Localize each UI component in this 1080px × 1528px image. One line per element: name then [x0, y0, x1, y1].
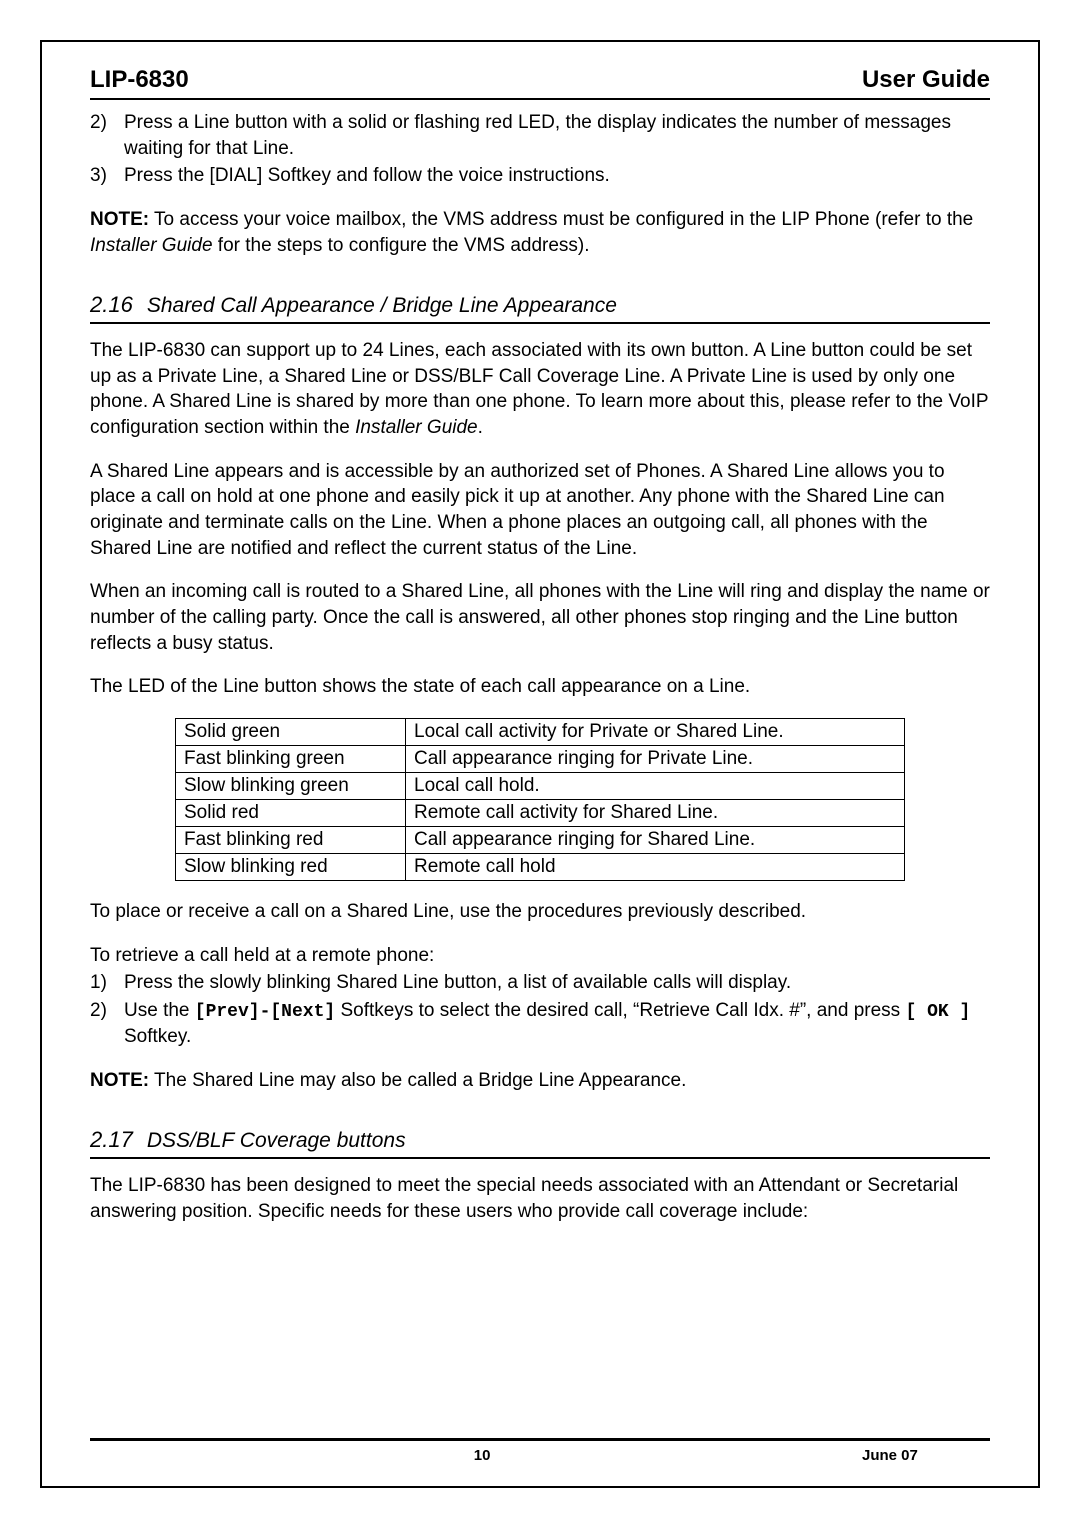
- table-row: Solid green Local call activity for Priv…: [176, 718, 905, 745]
- table-cell: Local call activity for Private or Share…: [406, 718, 905, 745]
- table-cell: Fast blinking green: [176, 745, 406, 772]
- section-number: 2.17: [90, 1127, 133, 1153]
- footer-date: June 07: [862, 1447, 982, 1464]
- section-216-p2: A Shared Line appears and is accessible …: [90, 459, 990, 562]
- list-item: 1) Press the slowly blinking Shared Line…: [90, 970, 990, 996]
- section-title: Shared Call Appearance / Bridge Line App…: [147, 294, 617, 318]
- footer-page-number: 10: [102, 1447, 862, 1464]
- note2-paragraph: NOTE: The Shared Line may also be called…: [90, 1068, 990, 1094]
- list-item: 3) Press the [DIAL] Softkey and follow t…: [90, 163, 990, 189]
- li2-mono1: [Prev]-[Next]: [195, 1002, 335, 1022]
- table-cell: Solid red: [176, 799, 406, 826]
- table-cell: Call appearance ringing for Private Line…: [406, 745, 905, 772]
- table-cell: Local call hold.: [406, 772, 905, 799]
- p1-before: The LIP-6830 can support up to 24 Lines,…: [90, 340, 988, 438]
- document-header: LIP-6830 User Guide: [90, 66, 990, 100]
- p1-after: .: [478, 417, 483, 438]
- list-item-number: 3): [90, 163, 124, 189]
- section-heading-216: 2.16 Shared Call Appearance / Bridge Lin…: [90, 292, 990, 324]
- note-paragraph: NOTE: To access your voice mailbox, the …: [90, 207, 990, 258]
- page-frame: LIP-6830 User Guide 2) Press a Line butt…: [40, 40, 1040, 1488]
- p1-italic: Installer Guide: [355, 417, 478, 438]
- list-item: 2) Use the [Prev]-[Next] Softkeys to sel…: [90, 998, 990, 1050]
- li2-mono2: [ OK ]: [905, 1002, 970, 1022]
- footer-row: . 10 June 07: [90, 1447, 990, 1464]
- section-216-p1: The LIP-6830 can support up to 24 Lines,…: [90, 338, 990, 441]
- section-heading-217: 2.17 DSS/BLF Coverage buttons: [90, 1127, 990, 1159]
- section-217-body: The LIP-6830 has been designed to meet t…: [90, 1173, 990, 1224]
- section-number: 2.16: [90, 292, 133, 318]
- note-italic: Installer Guide: [90, 235, 213, 256]
- list-item-number: 2): [90, 110, 124, 161]
- list-item-text: Press the [DIAL] Softkey and follow the …: [124, 163, 990, 189]
- section-216-p6: To retrieve a call held at a remote phon…: [90, 943, 990, 969]
- section-216-p3: When an incoming call is routed to a Sha…: [90, 579, 990, 656]
- note-label: NOTE:: [90, 209, 149, 230]
- table-row: Slow blinking green Local call hold.: [176, 772, 905, 799]
- section-title: DSS/BLF Coverage buttons: [147, 1129, 406, 1153]
- table-row: Solid red Remote call activity for Share…: [176, 799, 905, 826]
- table-cell: Remote call activity for Shared Line.: [406, 799, 905, 826]
- list-item: 2) Press a Line button with a solid or f…: [90, 110, 990, 161]
- li2-mid: Softkeys to select the desired call, “Re…: [335, 1000, 905, 1021]
- list-item-text: Use the [Prev]-[Next] Softkeys to select…: [124, 998, 990, 1050]
- list-item-text: Press the slowly blinking Shared Line bu…: [124, 970, 990, 996]
- note2-text: The Shared Line may also be called a Bri…: [149, 1070, 686, 1091]
- note-text-before: To access your voice mailbox, the VMS ad…: [149, 209, 973, 230]
- li2-pre: Use the: [124, 1000, 195, 1021]
- table-cell: Slow blinking red: [176, 853, 406, 880]
- table-cell: Fast blinking red: [176, 826, 406, 853]
- retrieve-steps-list: 1) Press the slowly blinking Shared Line…: [90, 970, 990, 1050]
- document-footer: . 10 June 07: [90, 1438, 990, 1464]
- table-row: Fast blinking red Call appearance ringin…: [176, 826, 905, 853]
- section-216-p5: To place or receive a call on a Shared L…: [90, 899, 990, 925]
- table-row: Fast blinking green Call appearance ring…: [176, 745, 905, 772]
- header-model: LIP-6830: [90, 66, 189, 94]
- table-row: Slow blinking red Remote call hold: [176, 853, 905, 880]
- section-217-p1: The LIP-6830 has been designed to meet t…: [90, 1173, 990, 1224]
- section-216-body: The LIP-6830 can support up to 24 Lines,…: [90, 338, 990, 1093]
- header-guide: User Guide: [862, 66, 990, 94]
- li2-post: Softkey.: [124, 1026, 191, 1047]
- top-steps-list: 2) Press a Line button with a solid or f…: [90, 110, 990, 189]
- section-216-p4: The LED of the Line button shows the sta…: [90, 674, 990, 700]
- list-item-text: Press a Line button with a solid or flas…: [124, 110, 990, 161]
- table-cell: Call appearance ringing for Shared Line.: [406, 826, 905, 853]
- list-item-number: 1): [90, 970, 124, 996]
- table-cell: Solid green: [176, 718, 406, 745]
- note2-label: NOTE:: [90, 1070, 149, 1091]
- table-cell: Remote call hold: [406, 853, 905, 880]
- list-item-number: 2): [90, 998, 124, 1050]
- led-state-table: Solid green Local call activity for Priv…: [175, 718, 905, 881]
- footer-rule: [90, 1438, 990, 1441]
- table-cell: Slow blinking green: [176, 772, 406, 799]
- note-text-after: for the steps to configure the VMS addre…: [213, 235, 590, 256]
